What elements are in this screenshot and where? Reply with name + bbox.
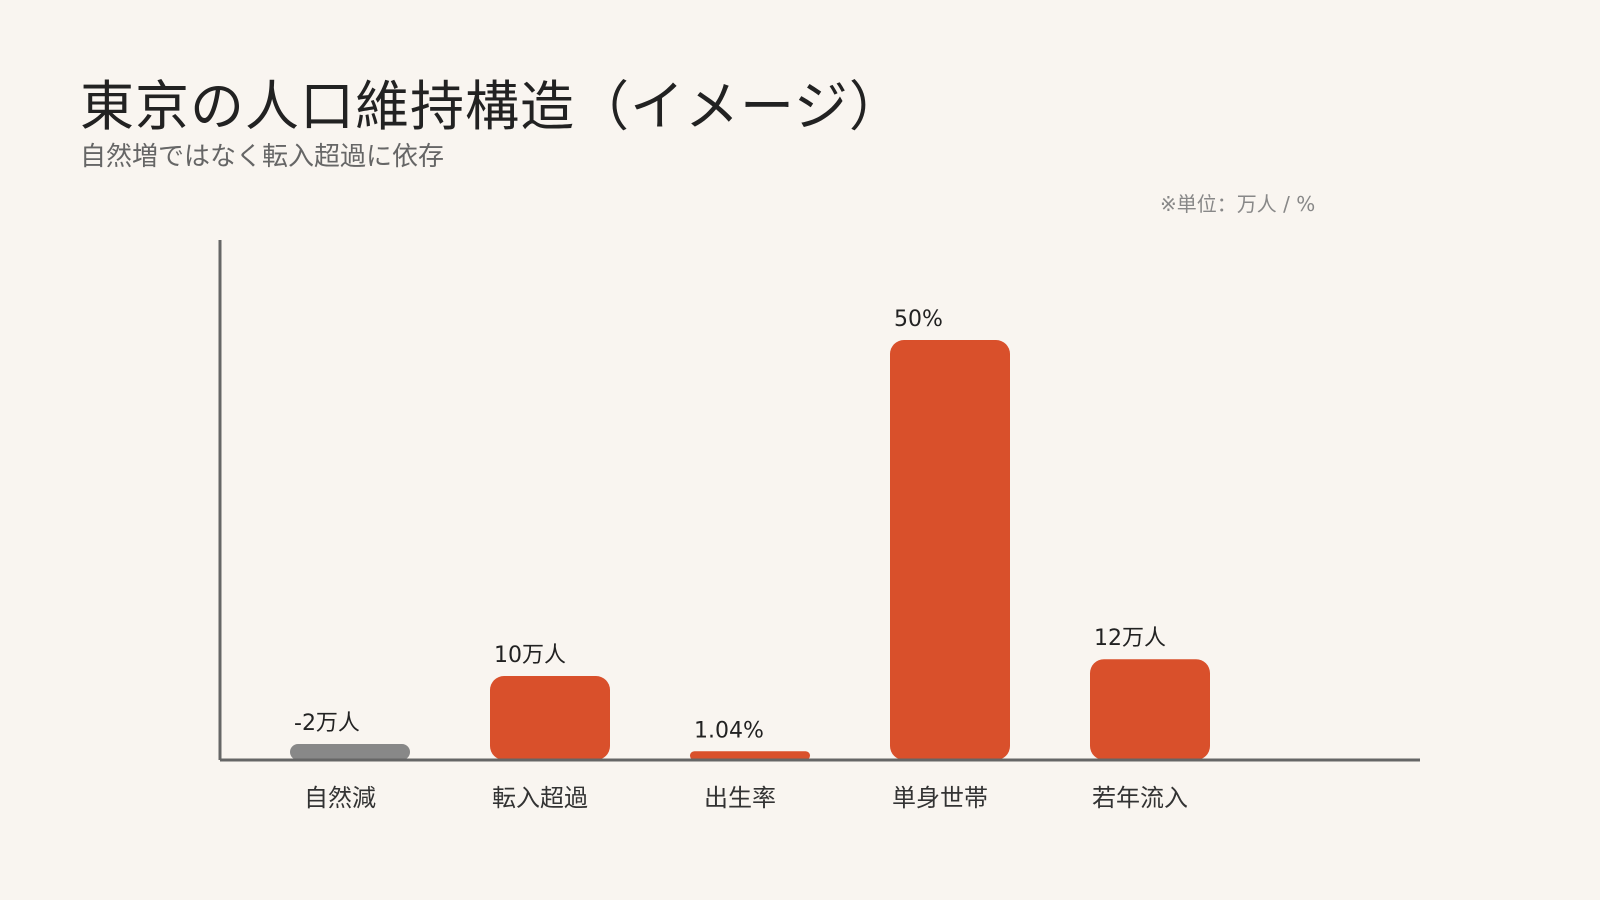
page-title: 東京の人口維持構造（イメージ）: [80, 75, 904, 138]
bar-3: [890, 340, 1010, 760]
bar-2: [690, 751, 810, 760]
category-label-3: 単身世帯: [892, 784, 988, 812]
bar-group: [290, 340, 1210, 760]
unit-note: ※単位：万人 / %: [1160, 192, 1316, 216]
category-label-0: 自然減: [304, 784, 376, 812]
data-label-0: -2万人: [294, 711, 360, 736]
category-label-1: 転入超過: [492, 784, 588, 812]
category-label-group: 自然減 転入超過 出生率 単身世帯 若年流入: [304, 784, 1188, 812]
bar-4: [1090, 659, 1210, 760]
category-label-4: 若年流入: [1092, 784, 1188, 812]
page-subtitle: 自然増ではなく転入超過に依存: [80, 142, 445, 172]
data-label-2: 1.04%: [694, 718, 764, 743]
data-label-3: 50%: [894, 307, 943, 332]
bar-1: [490, 676, 610, 760]
category-label-2: 出生率: [704, 784, 776, 812]
bar-0: [290, 744, 410, 760]
data-label-group: -2万人 10万人 1.04% 50% 12万人: [294, 307, 1166, 743]
data-label-1: 10万人: [494, 643, 566, 668]
data-label-4: 12万人: [1094, 626, 1166, 651]
